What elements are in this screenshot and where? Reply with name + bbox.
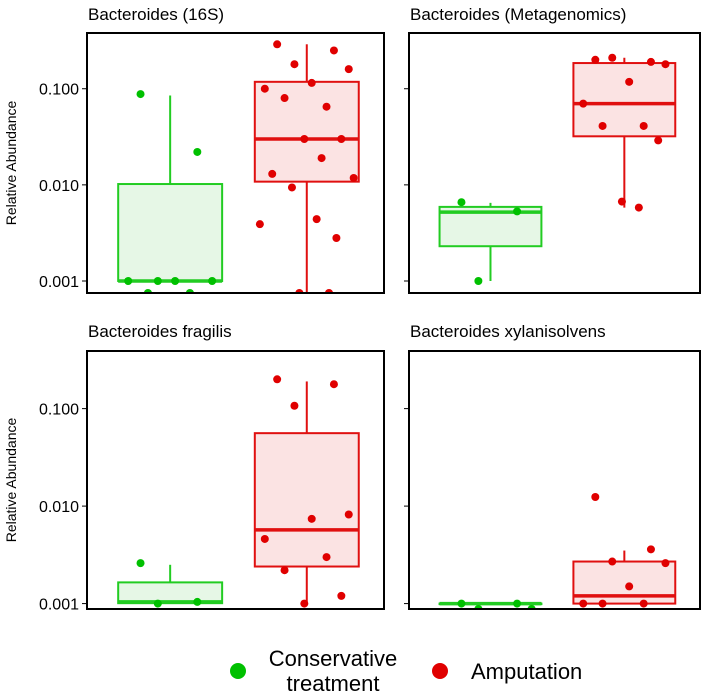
y-tick-label: 0.010: [39, 178, 79, 195]
plot-area: [438, 492, 677, 609]
data-point-conservative: [474, 276, 483, 285]
data-point-amputation: [329, 46, 338, 55]
data-point-conservative: [457, 198, 466, 207]
data-point-conservative: [193, 147, 202, 156]
box-conservative: [117, 183, 224, 282]
data-point-amputation: [300, 599, 309, 608]
data-point-amputation: [337, 591, 346, 600]
data-point-amputation: [260, 84, 269, 93]
y-axis-label: Relative Abundance: [3, 418, 19, 543]
data-point-amputation: [307, 514, 316, 523]
data-point-amputation: [290, 401, 299, 410]
data-point-amputation: [344, 510, 353, 519]
box-conservative: [117, 581, 224, 605]
data-point-amputation: [344, 65, 353, 74]
data-point-conservative: [136, 559, 145, 568]
data-point-amputation: [332, 234, 341, 243]
data-point-conservative: [124, 276, 133, 285]
legend-marker-conservative: [230, 663, 246, 679]
data-point-amputation: [312, 215, 321, 224]
y-tick-label: 0.100: [39, 402, 79, 419]
data-point-amputation: [591, 492, 600, 501]
y-tick-label: 0.001: [39, 597, 79, 614]
data-point-amputation: [260, 534, 269, 543]
data-point-amputation: [608, 53, 617, 62]
data-point-amputation: [317, 154, 326, 163]
plot-area: [117, 375, 360, 608]
panel-title: Bacteroides fragilis: [88, 322, 232, 341]
y-tick-label: 0.100: [39, 82, 79, 99]
data-point-amputation: [661, 60, 670, 69]
data-point-amputation: [598, 121, 607, 130]
data-point-amputation: [268, 169, 277, 178]
data-point-amputation: [273, 40, 282, 49]
legend-label-conservative-line2: treatment: [287, 671, 380, 695]
chart-panel-1: Bacteroides (16S) Relative Abundance 0.001…: [3, 5, 385, 294]
data-point-amputation: [608, 557, 617, 566]
data-point-conservative: [193, 597, 202, 606]
data-point-amputation: [329, 380, 338, 389]
data-point-amputation: [255, 220, 264, 229]
data-point-amputation: [646, 57, 655, 66]
box-amputation: [253, 80, 360, 183]
chart-panel-3: Bacteroides fragilis Relative Abundance 0.…: [3, 322, 385, 614]
data-point-conservative: [513, 207, 522, 216]
panel-title: Bacteroides (16S): [88, 5, 224, 24]
data-point-amputation: [579, 599, 588, 608]
data-point-amputation: [307, 78, 316, 87]
y-axis-label: Relative Abundance: [3, 101, 19, 226]
panel-title: Bacteroides xylanisolvens: [410, 322, 606, 341]
data-point-conservative: [457, 599, 466, 608]
data-point-conservative: [208, 276, 217, 285]
data-point-conservative: [136, 90, 145, 99]
data-point-amputation: [287, 183, 296, 192]
data-point-amputation: [634, 203, 643, 212]
data-point-amputation: [598, 599, 607, 608]
data-point-amputation: [646, 545, 655, 554]
data-point-amputation: [661, 559, 670, 568]
panel-frame: [408, 350, 701, 610]
data-point-amputation: [639, 599, 648, 608]
data-point-amputation: [337, 134, 346, 143]
data-point-amputation: [280, 566, 289, 575]
box-amputation: [253, 432, 360, 568]
panels-group: Bacteroides (16S) Relative Abundance 0.001…: [3, 5, 701, 614]
panel-frame: [86, 32, 385, 294]
plot-area: [117, 40, 360, 293]
data-point-amputation: [280, 94, 289, 103]
data-point-conservative: [171, 276, 180, 285]
legend-label-conservative-line1: Conservative: [269, 646, 397, 671]
box-amputation: [572, 62, 677, 138]
data-point-amputation: [591, 55, 600, 64]
panel-frame: [86, 350, 385, 610]
legend-marker-amputation: [432, 663, 448, 679]
data-point-conservative: [513, 599, 522, 608]
data-point-amputation: [654, 136, 663, 145]
data-point-amputation: [639, 121, 648, 130]
y-tick-label: 0.010: [39, 499, 79, 516]
data-point-conservative: [153, 599, 162, 608]
legend: Conservative treatment Amputation: [230, 646, 582, 695]
panel-frame: [408, 32, 701, 294]
data-point-amputation: [625, 582, 634, 591]
data-point-amputation: [300, 134, 309, 143]
data-point-amputation: [290, 60, 299, 69]
data-point-amputation: [322, 102, 331, 111]
legend-label-amputation: Amputation: [471, 659, 582, 684]
data-point-amputation: [273, 375, 282, 384]
plot-area: [438, 53, 677, 285]
data-point-amputation: [625, 77, 634, 86]
data-point-amputation: [617, 197, 626, 206]
data-point-amputation: [322, 553, 331, 562]
panel-title: Bacteroides (Metagenomics): [410, 5, 626, 24]
data-point-conservative: [153, 276, 162, 285]
chart-panel-4: Bacteroides xylanisolvens: [404, 322, 701, 610]
chart-panel-2: Bacteroides (Metagenomics): [404, 5, 701, 294]
data-point-amputation: [349, 173, 358, 182]
y-tick-label: 0.001: [39, 274, 79, 291]
data-point-amputation: [579, 99, 588, 108]
